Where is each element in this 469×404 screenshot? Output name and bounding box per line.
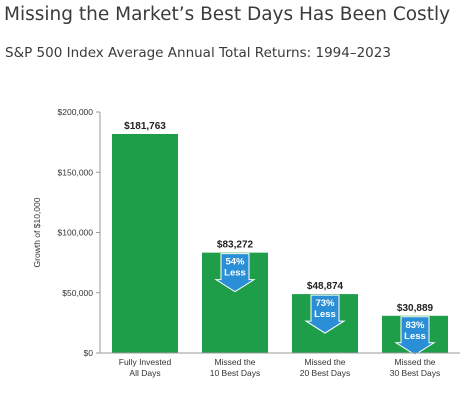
y-tick-label: $50,000 [62, 288, 93, 298]
x-tick-label: 10 Best Days [210, 368, 261, 378]
bar-group: $181,763 [112, 121, 178, 353]
arrow-less-label: Less [404, 331, 426, 342]
y-axis-title: Growth of $10,000 [32, 197, 42, 267]
arrow-less-label: Less [314, 309, 336, 320]
x-tick-label: Missed the [304, 357, 345, 367]
bar-group: $48,874 73%Less [292, 281, 358, 353]
y-tick-label: $0 [84, 348, 94, 358]
x-tick-label: All Days [129, 368, 160, 378]
arrow-percent-label: 83% [405, 320, 425, 331]
bar-value-label: $30,889 [397, 303, 434, 314]
down-arrow-icon [304, 294, 346, 334]
bar-value-label: $83,272 [217, 240, 254, 251]
x-tick-label: Missed the [394, 357, 435, 367]
x-tick-label: Fully Invested [119, 357, 172, 367]
down-arrow-icon [214, 253, 256, 293]
arrow-percent-label: 54% [225, 257, 245, 268]
arrow-percent-label: 73% [315, 298, 335, 309]
y-tick-label: $200,000 [58, 107, 94, 117]
x-tick-label: Missed the [214, 357, 255, 367]
page-subtitle: S&P 500 Index Average Annual Total Retur… [5, 45, 391, 61]
bar-group: $83,272 54%Less [202, 240, 268, 353]
down-arrow-icon [394, 316, 436, 356]
bar-value-label: $48,874 [307, 281, 344, 292]
x-tick-label: 20 Best Days [300, 368, 351, 378]
bar-group: $30,889 83%Less [382, 303, 448, 356]
page-title: Missing the Market’s Best Days Has Been … [4, 4, 451, 25]
bar-chart: $0 $50,000 $100,000 $150,000 $200,000 Growth … [32, 107, 460, 378]
bar [112, 133, 178, 353]
y-tick-label: $150,000 [58, 167, 94, 177]
y-tick-label: $100,000 [58, 228, 94, 238]
bars: $181,763$83,27254%Less$48,87473%Less$30,… [112, 121, 448, 356]
bar-value-label: $181,763 [124, 121, 166, 132]
x-tick-label: 30 Best Days [390, 368, 441, 378]
y-axis: $0 $50,000 $100,000 $150,000 $200,000 Growth … [32, 107, 101, 358]
arrow-less-label: Less [224, 268, 246, 279]
